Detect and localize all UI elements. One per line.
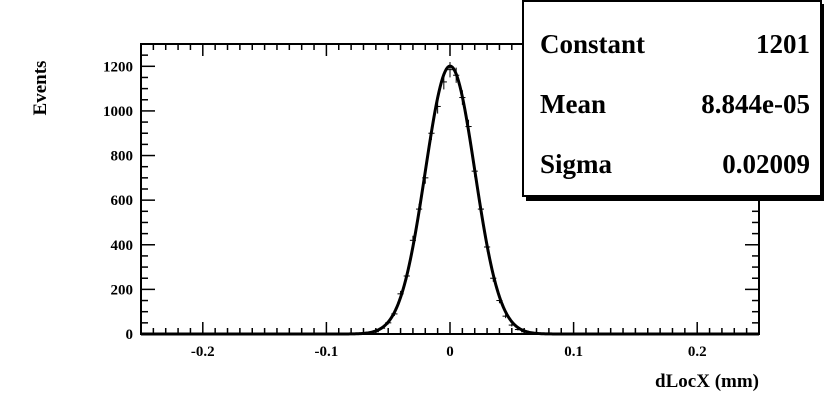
stat-row-sigma: Sigma 0.02009 bbox=[540, 144, 810, 184]
stat-value: 8.844e-05 bbox=[701, 89, 810, 119]
stat-value: 1201 bbox=[756, 29, 810, 59]
stat-row-constant: Constant 1201 bbox=[540, 24, 810, 64]
y-tick-label: 400 bbox=[111, 238, 134, 254]
stat-name: Sigma bbox=[540, 149, 613, 179]
x-tick-label: -0.1 bbox=[315, 344, 339, 360]
histogram-data-points bbox=[366, 61, 534, 334]
y-tick-label: 1200 bbox=[103, 59, 133, 75]
y-axis-tick-labels: 0 200 400 600 800 1000 1200 bbox=[103, 59, 133, 343]
stat-name: Mean bbox=[540, 89, 606, 119]
y-axis-title: Events bbox=[30, 61, 51, 116]
y-tick-label: 600 bbox=[111, 193, 134, 209]
y-tick-label: 1000 bbox=[103, 104, 133, 120]
x-tick-label: -0.2 bbox=[191, 344, 215, 360]
gaussian-fit-curve bbox=[141, 64, 759, 336]
x-axis-title: dLocX (mm) bbox=[655, 371, 759, 392]
y-tick-label: 800 bbox=[111, 149, 134, 165]
x-tick-label: 0.2 bbox=[688, 344, 707, 360]
fit-statistics-box: Constant 1201 Mean 8.844e-05 Sigma 0.020… bbox=[522, 0, 822, 197]
data-point bbox=[446, 61, 454, 78]
y-tick-label: 0 bbox=[126, 327, 134, 343]
x-tick-label: 0.1 bbox=[564, 344, 583, 360]
stat-row-mean: Mean 8.844e-05 bbox=[540, 84, 810, 124]
x-tick-label: 0 bbox=[446, 344, 454, 360]
x-axis-tick-labels: -0.2 -0.1 0 0.1 0.2 bbox=[191, 344, 707, 360]
stat-value: 0.02009 bbox=[722, 149, 810, 179]
stat-name: Constant bbox=[540, 29, 646, 59]
y-tick-label: 200 bbox=[111, 282, 134, 298]
